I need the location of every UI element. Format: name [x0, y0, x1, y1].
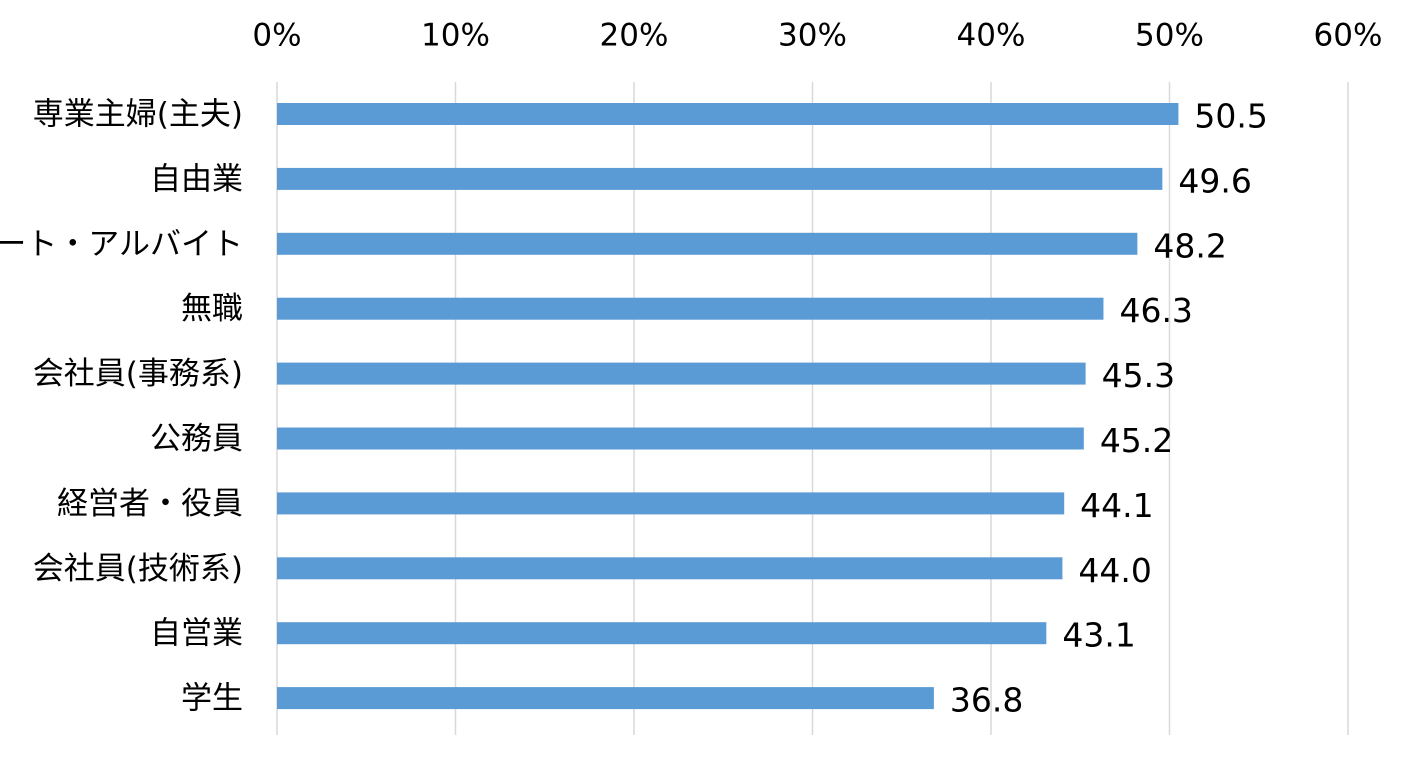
- x-tick-label: 20%: [600, 18, 669, 54]
- bar: [277, 167, 1163, 190]
- data-label: 49.6: [1178, 161, 1251, 200]
- bars: [277, 103, 1179, 710]
- x-tick-label: 0%: [252, 18, 301, 54]
- data-label: 48.2: [1153, 226, 1226, 265]
- bar: [277, 557, 1063, 580]
- x-tick-label: 60%: [1314, 18, 1383, 54]
- category-label: 公務員: [150, 421, 243, 457]
- data-labels: 50.5 49.6 48.2 46.3 45.3 45.2 44.1 44.0 43.1 36.8: [950, 97, 1268, 720]
- category-label: 無職: [181, 291, 243, 327]
- category-label: 専業主婦(主夫): [33, 97, 243, 133]
- data-label: 44.1: [1080, 486, 1153, 525]
- category-label: パート・アルバイト: [0, 226, 243, 262]
- bar: [277, 622, 1047, 645]
- data-label: 50.5: [1194, 97, 1267, 136]
- category-label: 経営者・役員: [57, 486, 243, 522]
- bar: [277, 297, 1104, 320]
- category-label: 自由業: [150, 161, 243, 197]
- bar: [277, 103, 1179, 125]
- gridlines: [276, 82, 1349, 735]
- bar: [277, 362, 1086, 385]
- x-tick-label: 30%: [778, 18, 847, 54]
- category-label: 学生: [181, 681, 243, 717]
- category-label: 自営業: [150, 616, 243, 652]
- data-label: 43.1: [1062, 616, 1135, 655]
- x-tick-label: 50%: [1135, 18, 1204, 54]
- x-tick-label: 10%: [421, 18, 490, 54]
- data-label: 45.3: [1102, 356, 1175, 395]
- bar: [277, 687, 934, 710]
- data-label: 45.2: [1100, 421, 1173, 460]
- x-tick-label: 40%: [957, 18, 1026, 54]
- bar: [277, 427, 1084, 450]
- bar: [277, 232, 1138, 255]
- bar: [277, 492, 1065, 515]
- data-label: 46.3: [1119, 291, 1192, 330]
- x-axis-tick-labels: 0% 10% 20% 30% 40% 50% 60%: [252, 18, 1382, 54]
- data-label: 44.0: [1078, 551, 1151, 590]
- category-label: 会社員(技術系): [33, 551, 243, 587]
- data-label: 36.8: [950, 681, 1023, 720]
- category-label: 会社員(事務系): [33, 356, 243, 392]
